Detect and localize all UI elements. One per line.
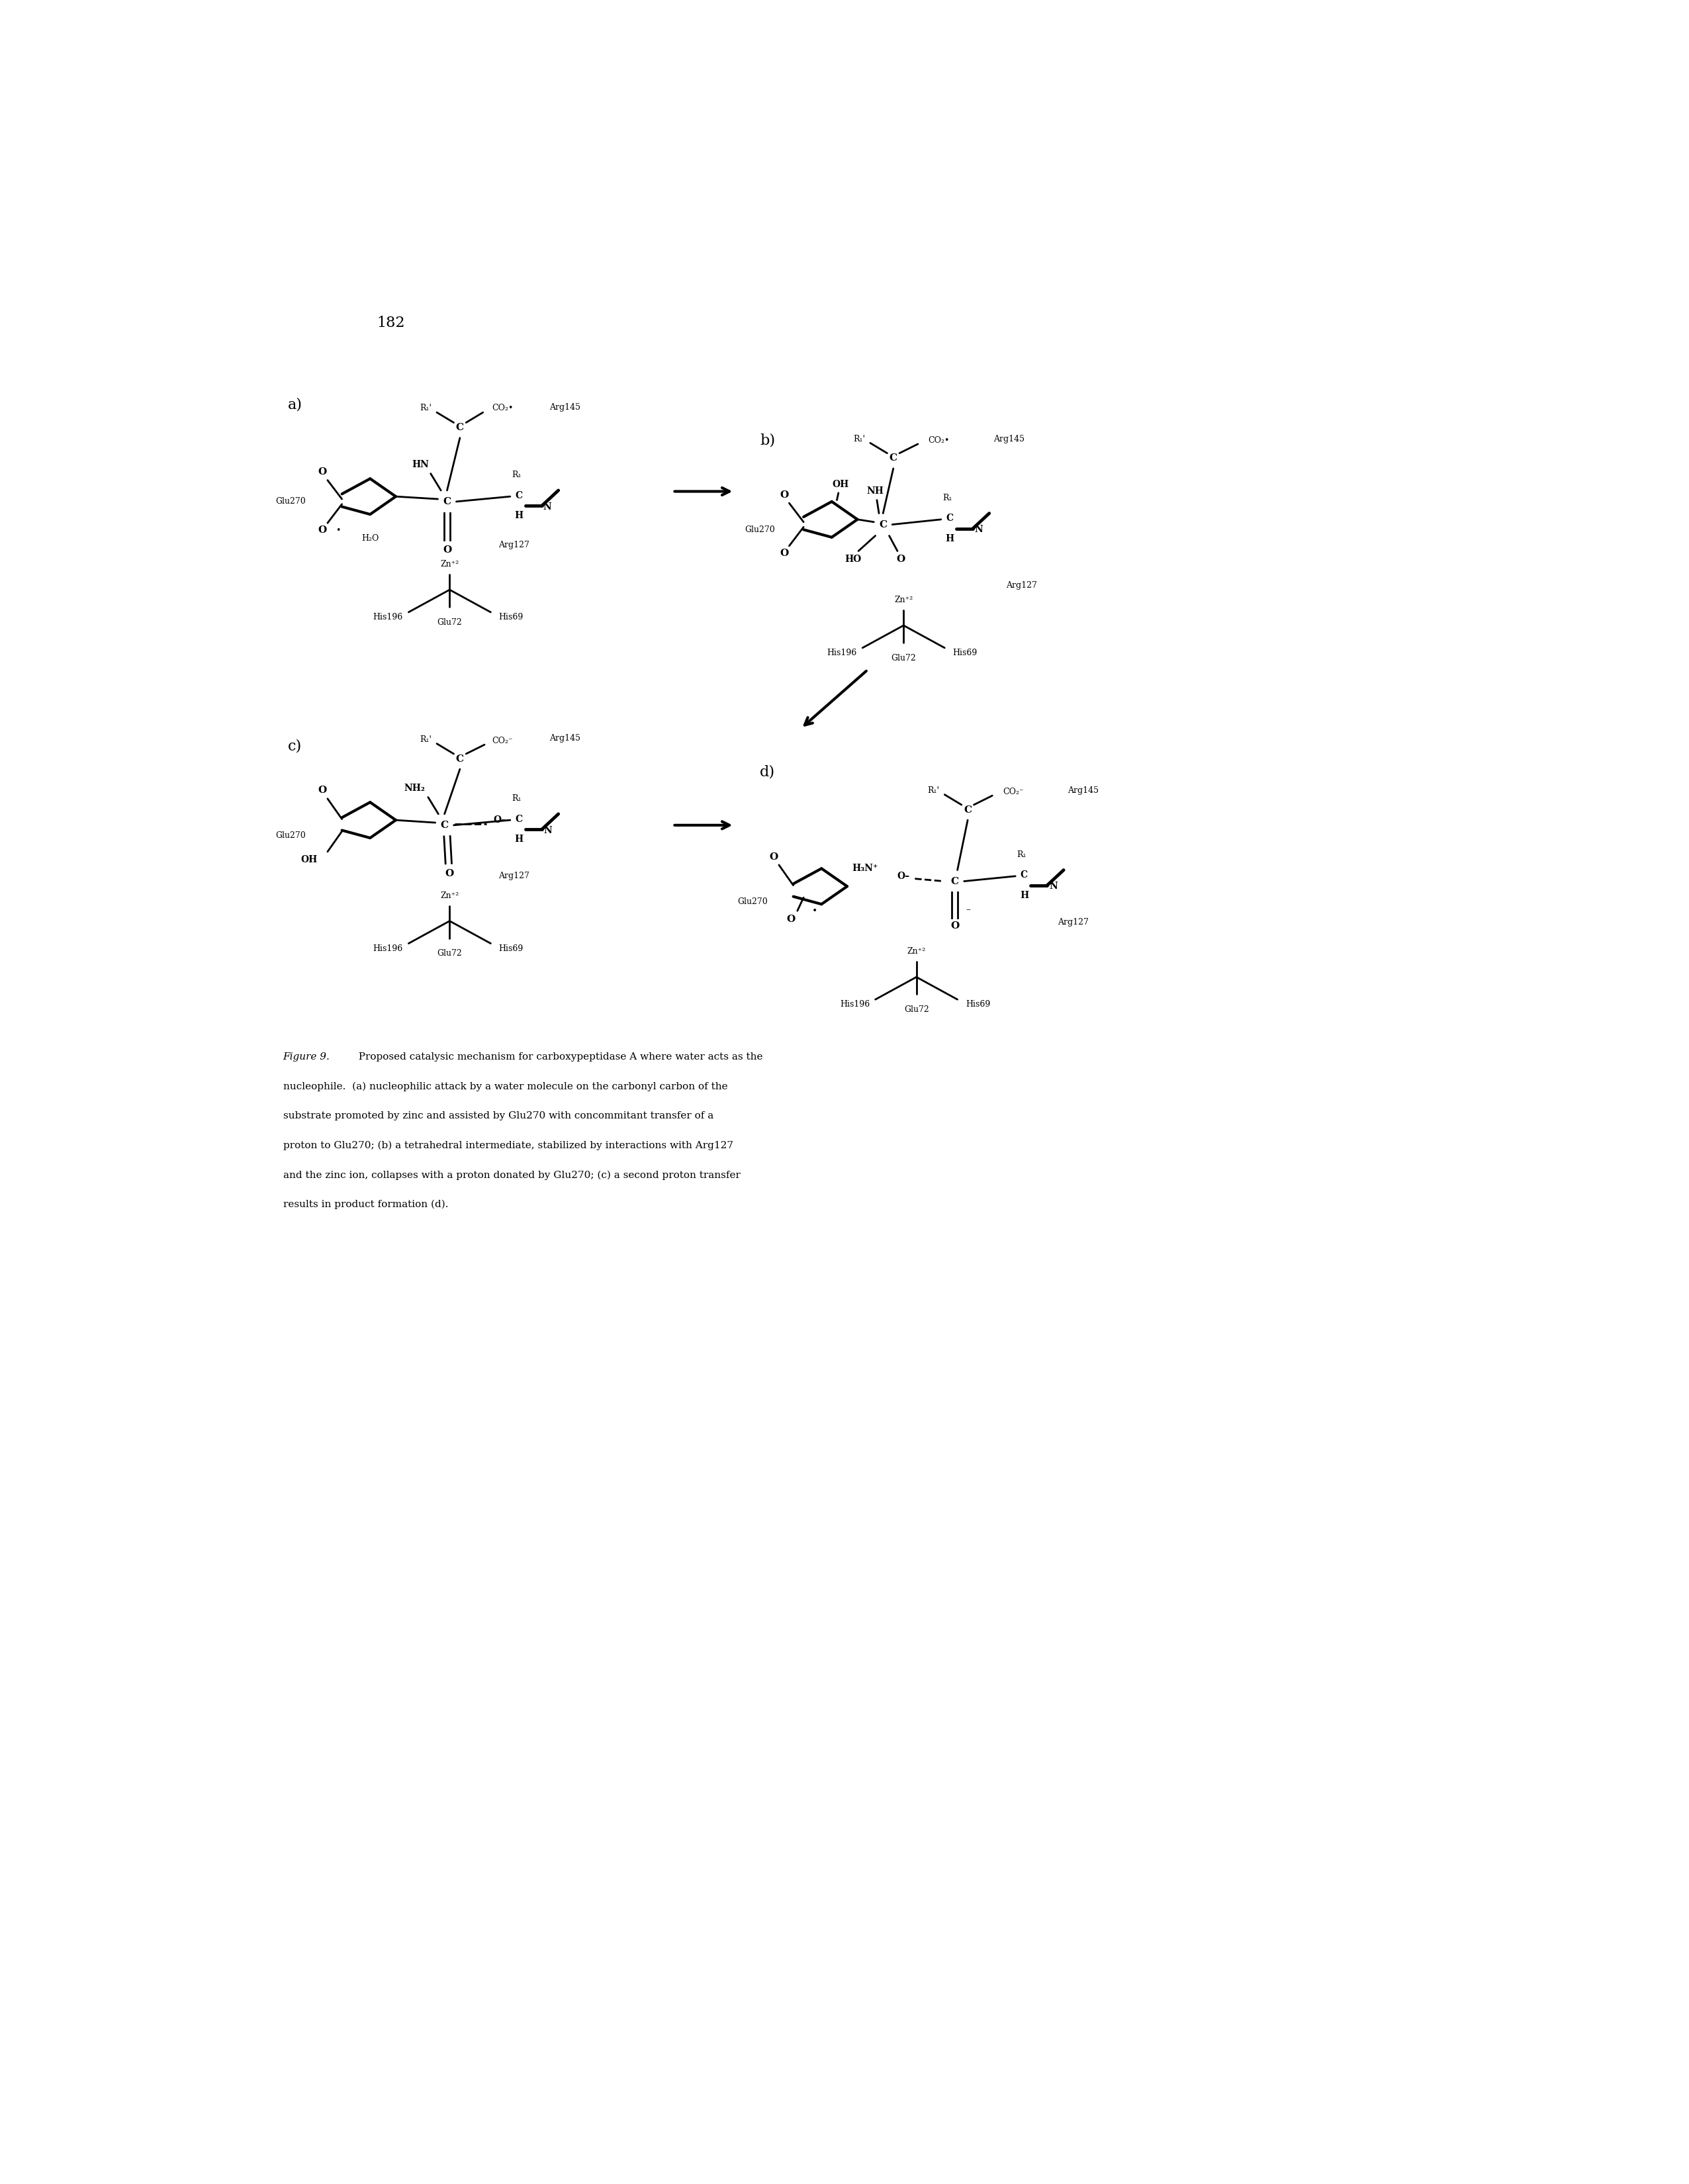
Text: O: O: [897, 555, 905, 563]
Text: C: C: [456, 424, 464, 432]
Text: His69: His69: [498, 943, 524, 952]
Text: Arg127: Arg127: [1007, 581, 1037, 590]
Text: C: C: [951, 876, 959, 887]
Text: Zn⁺²: Zn⁺²: [441, 559, 459, 568]
Text: OH: OH: [301, 856, 318, 865]
Text: R₁': R₁': [853, 435, 865, 443]
Text: His69: His69: [953, 649, 978, 657]
Text: Arg145: Arg145: [549, 404, 581, 411]
Text: His196: His196: [828, 649, 856, 657]
Text: NH₂: NH₂: [404, 784, 426, 793]
Text: H₂O: H₂O: [361, 533, 378, 542]
Text: Glu270: Glu270: [275, 498, 306, 507]
Text: HO: HO: [844, 555, 861, 563]
Text: Figure 9.: Figure 9.: [284, 1053, 329, 1061]
Text: Glu270: Glu270: [275, 832, 306, 839]
Text: H₃N⁺: H₃N⁺: [853, 865, 878, 874]
Text: Arg145: Arg145: [1067, 786, 1100, 795]
Text: O: O: [951, 922, 959, 930]
Text: O: O: [780, 548, 789, 557]
Text: Zn⁺²: Zn⁺²: [907, 948, 926, 957]
Text: CO₂•: CO₂•: [929, 437, 949, 446]
Text: Glu72: Glu72: [437, 950, 463, 959]
Text: R₁: R₁: [1017, 850, 1027, 858]
Text: Glu72: Glu72: [904, 1005, 929, 1013]
Text: NH: NH: [866, 487, 883, 496]
Text: Arg127: Arg127: [498, 871, 529, 880]
Text: results in product formation (d).: results in product formation (d).: [284, 1199, 448, 1210]
Text: C: C: [1020, 871, 1029, 880]
Text: R₁': R₁': [927, 786, 939, 795]
Text: O: O: [318, 526, 326, 535]
Text: O: O: [770, 852, 779, 860]
Text: Zn⁺²: Zn⁺²: [893, 596, 914, 605]
Text: C: C: [515, 491, 522, 500]
Text: N: N: [542, 502, 551, 511]
Text: R₁: R₁: [512, 472, 522, 480]
Text: HN: HN: [412, 461, 429, 470]
Text: His196: His196: [839, 1000, 870, 1009]
Text: C: C: [443, 498, 451, 507]
Text: OH: OH: [833, 480, 850, 489]
Text: R₁: R₁: [942, 494, 953, 502]
Text: Proposed catalysic mechanism for carboxypeptidase A where water acts as the: Proposed catalysic mechanism for carboxy…: [353, 1053, 763, 1061]
Text: CO₂⁻: CO₂⁻: [491, 736, 513, 745]
Text: O: O: [780, 491, 789, 500]
Text: c): c): [289, 738, 302, 753]
Text: Glu270: Glu270: [745, 526, 775, 533]
Text: C: C: [456, 753, 464, 764]
Text: His196: His196: [373, 943, 404, 952]
Text: R₁': R₁': [421, 736, 432, 745]
Text: Glu270: Glu270: [736, 898, 767, 906]
Text: His69: His69: [498, 614, 524, 622]
Text: C: C: [890, 454, 897, 463]
Text: b): b): [760, 432, 775, 448]
Text: R₁': R₁': [421, 404, 432, 413]
Text: N: N: [975, 524, 983, 535]
Text: nucleophile.  (a) nucleophilic attack by a water molecule on the carbonyl carbon: nucleophile. (a) nucleophilic attack by …: [284, 1081, 728, 1092]
Text: N: N: [1049, 882, 1057, 891]
Text: C: C: [946, 513, 953, 522]
Text: O: O: [318, 786, 326, 795]
Text: –: –: [966, 904, 971, 913]
Text: His196: His196: [373, 614, 404, 622]
Text: Arg145: Arg145: [549, 734, 581, 743]
Text: C: C: [878, 520, 887, 529]
Text: proton to Glu270; (b) a tetrahedral intermediate, stabilized by interactions wit: proton to Glu270; (b) a tetrahedral inte…: [284, 1140, 733, 1151]
Text: H: H: [515, 834, 524, 843]
Text: O: O: [443, 546, 451, 555]
Text: R₁: R₁: [512, 795, 522, 804]
Text: O: O: [787, 915, 796, 924]
Text: •: •: [336, 526, 341, 535]
Text: His69: His69: [966, 1000, 990, 1009]
Text: N: N: [544, 826, 552, 834]
Text: 182: 182: [377, 317, 405, 330]
Text: O: O: [318, 467, 326, 476]
Text: •: •: [812, 906, 817, 915]
Text: a): a): [289, 397, 302, 413]
Text: Arg127: Arg127: [498, 542, 529, 548]
Text: and the zinc ion, collapses with a proton donated by Glu270; (c) a second proton: and the zinc ion, collapses with a proto…: [284, 1171, 740, 1179]
Text: H: H: [515, 511, 524, 520]
Text: O–: O–: [493, 815, 507, 826]
Text: d): d): [760, 764, 775, 780]
Text: Arg127: Arg127: [1057, 917, 1088, 926]
Text: CO₂•: CO₂•: [491, 404, 513, 413]
Text: substrate promoted by zinc and assisted by Glu270 with concommitant transfer of : substrate promoted by zinc and assisted …: [284, 1112, 713, 1120]
Text: H: H: [1020, 891, 1029, 900]
Text: C: C: [964, 806, 971, 815]
Text: Arg145: Arg145: [993, 435, 1025, 443]
Text: O: O: [446, 869, 454, 878]
Text: C: C: [441, 821, 449, 830]
Text: Zn⁺²: Zn⁺²: [441, 891, 459, 900]
Text: Glu72: Glu72: [437, 618, 463, 627]
Text: H: H: [946, 535, 954, 544]
Text: C: C: [515, 815, 522, 823]
Text: Glu72: Glu72: [892, 653, 915, 662]
Text: O–: O–: [897, 871, 910, 880]
Text: CO₂⁻: CO₂⁻: [1003, 788, 1024, 797]
